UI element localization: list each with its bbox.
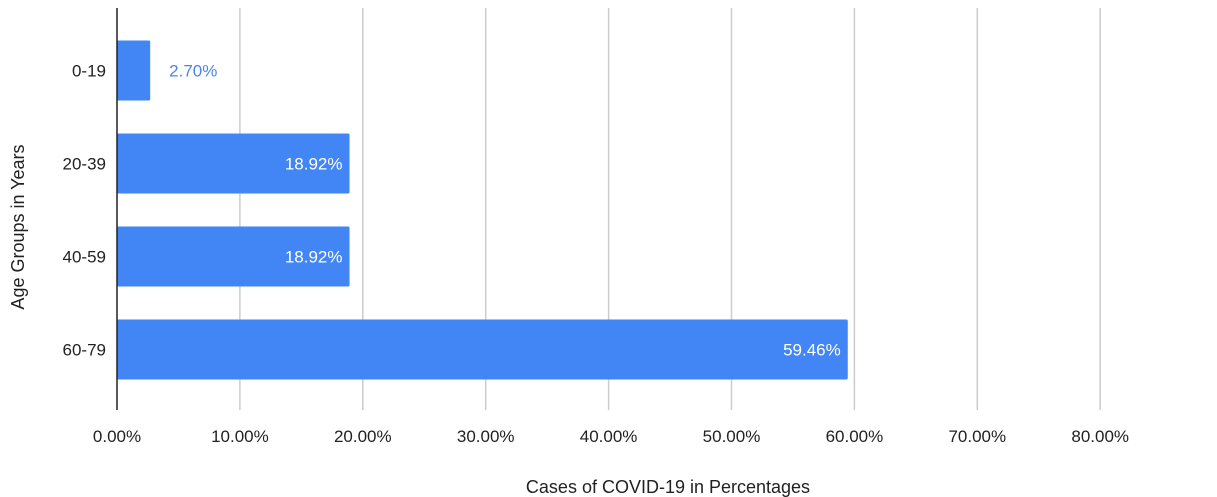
- x-tick-label: 10.00%: [211, 427, 269, 446]
- data-label-60-79: 59.46%: [783, 341, 841, 360]
- y-tick-label: 20-39: [63, 155, 106, 174]
- x-tick-label: 0.00%: [93, 427, 141, 446]
- x-tick-label: 80.00%: [1071, 427, 1129, 446]
- gridlines: [239, 8, 1101, 410]
- x-tick-label: 40.00%: [580, 427, 638, 446]
- x-tick-label: 30.00%: [457, 427, 515, 446]
- y-tick-label: 40-59: [63, 248, 106, 267]
- x-tick-label: 50.00%: [703, 427, 761, 446]
- x-axis-title: Cases of COVID-19 in Percentages: [526, 477, 810, 497]
- y-axis-title: Age Groups in Years: [8, 144, 28, 309]
- bars: [117, 40, 848, 380]
- axes: 0.00% 10.00% 20.00% 30.00% 40.00% 50.00% 60.00…: [63, 8, 1129, 446]
- y-tick-label: 0-19: [72, 62, 106, 81]
- data-label-40-59: 18.92%: [285, 248, 343, 267]
- x-tick-label: 70.00%: [948, 427, 1006, 446]
- x-tick-label: 20.00%: [334, 427, 392, 446]
- bar-20-39: [117, 133, 350, 194]
- bar-0-19: [117, 40, 151, 101]
- data-label-0-19: 2.70%: [169, 62, 217, 81]
- bar-40-59: [117, 226, 350, 287]
- y-tick-label: 60-79: [63, 341, 106, 360]
- bar-60-79: [117, 319, 848, 380]
- x-tick-label: 60.00%: [826, 427, 884, 446]
- data-label-20-39: 18.92%: [285, 155, 343, 174]
- data-labels: 2.70% 18.92% 18.92% 59.46%: [169, 62, 841, 360]
